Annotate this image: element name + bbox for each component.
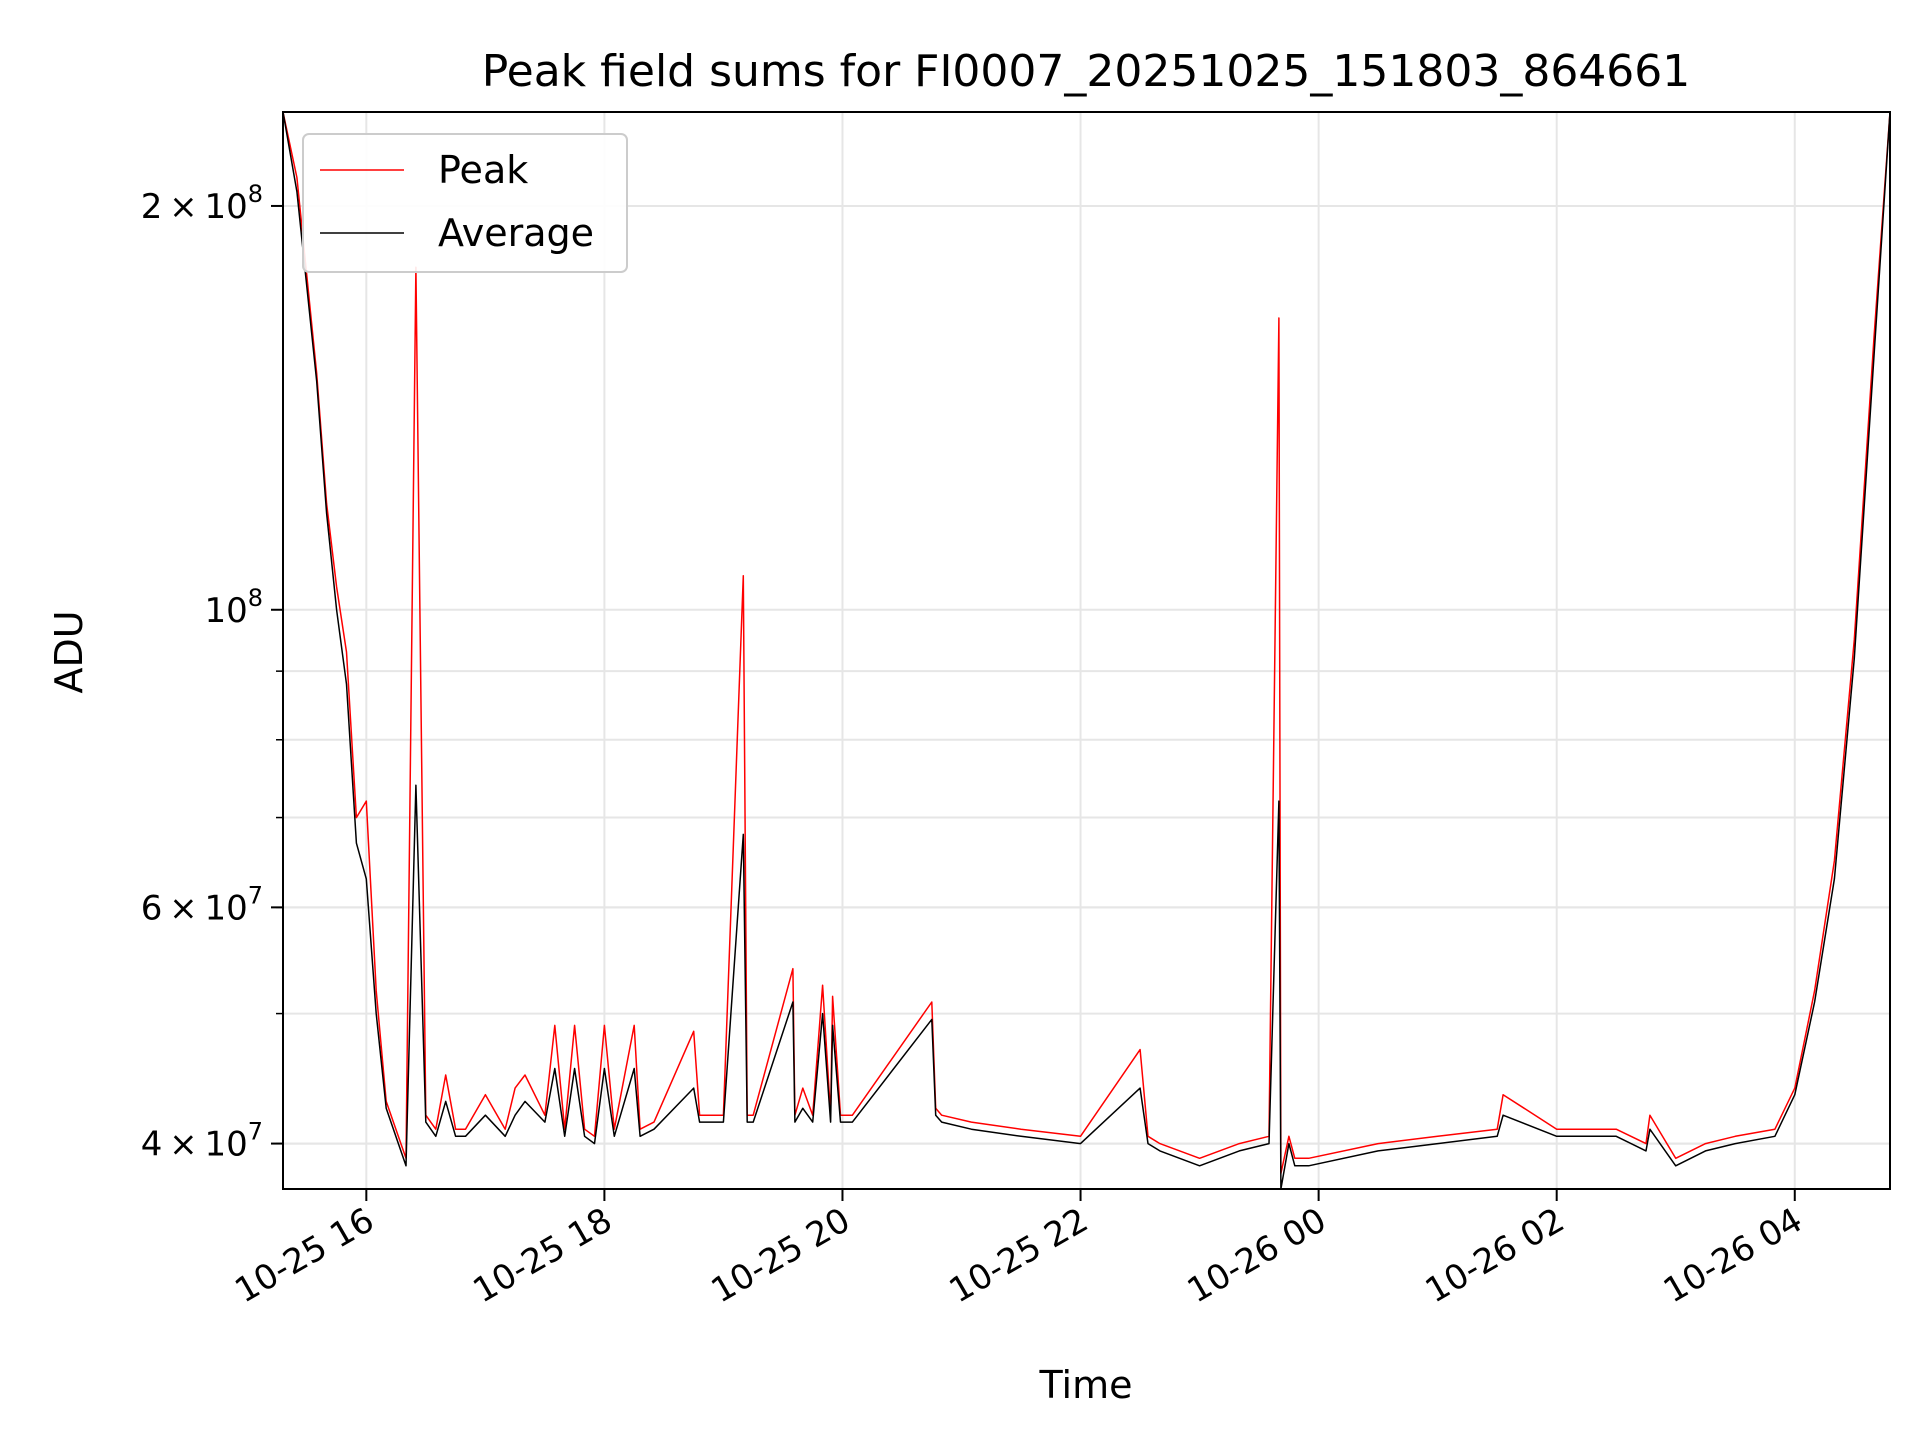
series-line-peak: [283, 112, 1890, 1175]
y-tick-label: 4 × 107: [141, 1118, 263, 1165]
chart-title: Peak field sums for FI0007_20251025_1518…: [482, 46, 1691, 97]
grid: [283, 112, 1890, 1189]
y-axis-label: ADU: [47, 610, 91, 693]
y-axis-ticks: 4 × 107 6 × 107 108 2 × 108: [141, 180, 283, 1165]
y-tick-label: 2 × 108: [141, 180, 263, 227]
legend: Peak Average: [302, 133, 628, 273]
series-line-average: [283, 112, 1890, 1189]
legend-label-average: Average: [438, 211, 594, 255]
legend-box: [302, 133, 628, 273]
legend-label-peak: Peak: [438, 148, 528, 192]
y-tick-label: 108: [204, 584, 263, 631]
plot-series: [283, 112, 1890, 1189]
plot-frame: [282, 111, 1891, 1190]
x-axis-label: Time: [1039, 1363, 1133, 1407]
y-tick-label: 6 × 107: [141, 881, 263, 928]
